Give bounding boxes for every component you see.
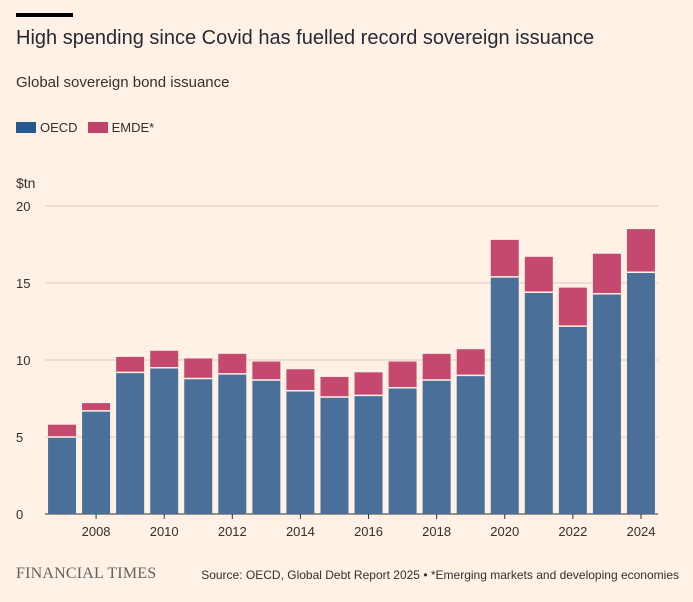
- y-tick-label: 10: [16, 353, 30, 368]
- bar-emde: [626, 229, 655, 273]
- y-axis-unit: $tn: [16, 175, 36, 191]
- bar-oecd: [592, 293, 621, 514]
- bar-oecd: [626, 272, 655, 514]
- bar-oecd: [150, 367, 179, 514]
- x-tick-label: 2016: [354, 524, 383, 539]
- bar-oecd: [252, 380, 281, 514]
- x-tick-label: 2018: [422, 524, 451, 539]
- legend-swatch-oecd: [16, 122, 36, 133]
- legend-label-emde: EMDE*: [111, 120, 155, 135]
- bar-oecd: [422, 380, 451, 514]
- bar-oecd: [286, 390, 315, 514]
- bar-emde: [354, 372, 383, 396]
- bar-oecd: [490, 276, 519, 514]
- legend-item-oecd: OECD: [16, 120, 78, 135]
- x-tick-label: 2022: [558, 524, 587, 539]
- y-tick-label: 20: [16, 199, 30, 214]
- bar-oecd: [354, 395, 383, 514]
- bar-emde: [116, 356, 145, 373]
- ft-top-bar: [16, 13, 73, 17]
- bar-emde: [252, 361, 281, 381]
- bar-emde: [218, 353, 247, 374]
- bar-emde: [48, 424, 77, 437]
- bar-oecd: [184, 378, 213, 514]
- bar-oecd: [388, 387, 417, 514]
- bar-emde: [592, 253, 621, 294]
- bar-oecd: [456, 375, 485, 514]
- bar-oecd: [116, 372, 145, 514]
- bar-emde: [558, 287, 587, 327]
- bar-oecd: [558, 326, 587, 514]
- x-tick-label: 2012: [218, 524, 247, 539]
- bar-emde: [320, 376, 349, 397]
- x-tick-label: 2020: [490, 524, 519, 539]
- bar-oecd: [82, 410, 111, 514]
- bar-oecd: [320, 396, 349, 514]
- chart-title: High spending since Covid has fuelled re…: [16, 27, 595, 49]
- bar-oecd: [524, 292, 553, 514]
- bar-emde: [422, 353, 451, 381]
- bar-emde: [490, 239, 519, 277]
- x-tick-label: 2010: [150, 524, 179, 539]
- ft-logo: FINANCIAL TIMES: [16, 565, 157, 582]
- x-tick-label: 2014: [286, 524, 315, 539]
- bar-emde: [150, 350, 179, 368]
- legend: OECD EMDE*: [16, 120, 154, 135]
- bar-emde: [82, 403, 111, 411]
- bar-oecd: [218, 373, 247, 514]
- x-tick-label: 2008: [82, 524, 111, 539]
- y-tick-label: 0: [16, 507, 23, 522]
- bar-oecd: [48, 437, 77, 514]
- legend-swatch-emde: [87, 122, 108, 133]
- bar-emde: [388, 361, 417, 388]
- bar-emde: [456, 349, 485, 376]
- bar-emde: [184, 358, 213, 379]
- chart-subtitle: Global sovereign bond issuance: [16, 74, 230, 91]
- bar-emde: [286, 369, 315, 391]
- bar-emde: [524, 256, 553, 293]
- x-tick-label: 2024: [627, 524, 656, 539]
- y-tick-label: 15: [16, 276, 30, 291]
- source-note: Source: OECD, Global Debt Report 2025 • …: [201, 568, 679, 582]
- legend-item-emde: EMDE*: [87, 120, 155, 135]
- legend-label-oecd: OECD: [40, 120, 78, 135]
- y-tick-label: 5: [16, 430, 23, 445]
